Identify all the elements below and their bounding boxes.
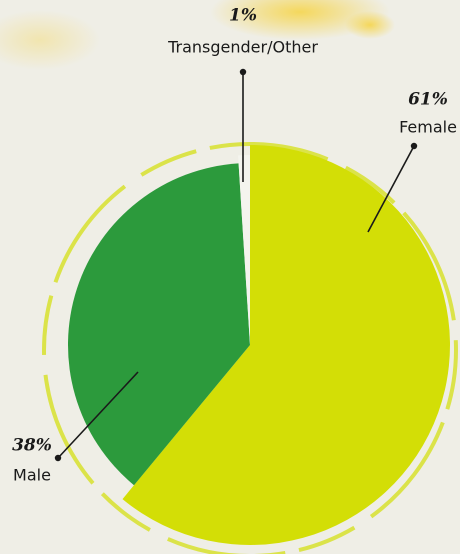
category-label: Female xyxy=(399,118,457,137)
value-label: 38% xyxy=(12,436,52,456)
value-label: 61% xyxy=(408,90,448,110)
leader-dot xyxy=(411,143,417,149)
category-label: Transgender/Other xyxy=(167,38,318,57)
leader-dot xyxy=(55,455,61,461)
paint-splash xyxy=(345,11,395,39)
category-label: Male xyxy=(13,466,51,485)
value-label: 1% xyxy=(229,6,257,26)
chart: 61% Female 38% Male 1% Transgender/Other xyxy=(0,0,460,554)
leader-dot xyxy=(240,69,246,75)
